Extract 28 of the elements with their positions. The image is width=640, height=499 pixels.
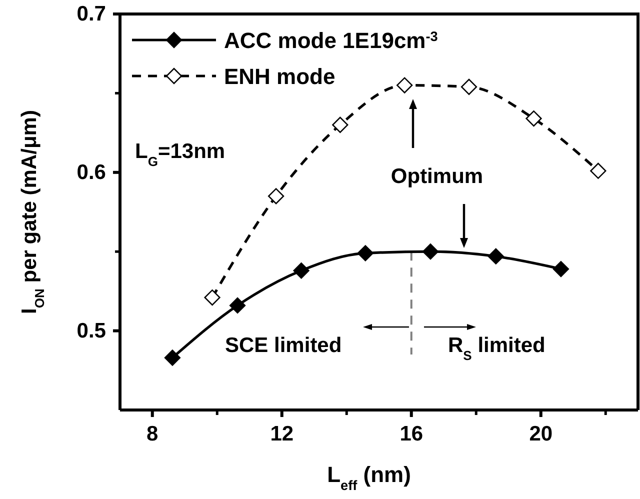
point: [488, 248, 504, 264]
point: [396, 77, 413, 94]
point: [229, 297, 246, 314]
legend-label: ACC mode 1E19cm$^{-3}$: [224, 28, 438, 53]
point: [357, 245, 374, 262]
point: [332, 116, 348, 133]
annotation: L$_{G}$=13nm: [135, 140, 226, 168]
point: [422, 244, 439, 260]
annotation: SCE limited: [225, 334, 342, 357]
point: [204, 289, 220, 306]
x-axis-title: L$_{eff}$ (nm): [327, 462, 411, 492]
point: [590, 162, 606, 179]
annotation: R$_{S}$ limited: [448, 334, 546, 362]
y-tick-label: 0.7: [76, 2, 106, 26]
x-tick-label: 12: [270, 422, 294, 446]
point: [552, 260, 570, 278]
x-tick-label: 8: [146, 422, 159, 446]
point: [268, 188, 284, 204]
y-tick-label: 0.5: [76, 320, 106, 343]
point: [526, 110, 542, 127]
y-tick-label: 0.6: [76, 161, 106, 184]
point: [460, 78, 478, 95]
x-tick-label: 20: [529, 422, 553, 446]
x-tick-label: 16: [400, 422, 424, 446]
point: [293, 262, 310, 279]
annotation: Optimum: [390, 165, 484, 188]
legend-label: ENH mode: [224, 64, 336, 89]
point: [164, 350, 181, 366]
